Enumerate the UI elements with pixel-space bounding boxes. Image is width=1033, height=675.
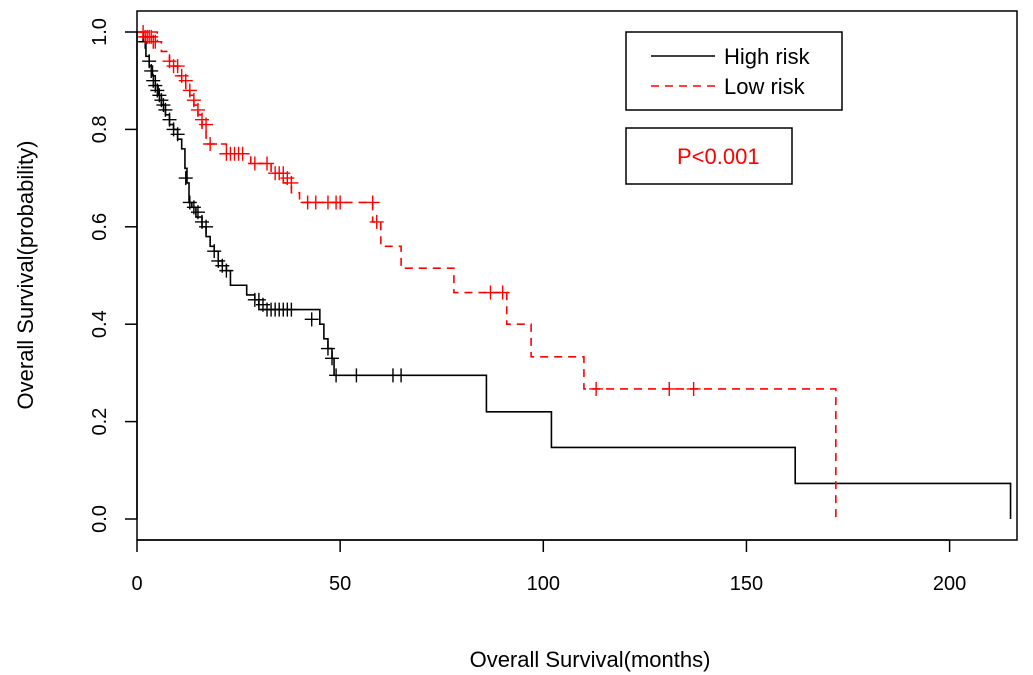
censor-mark-high-risk <box>219 263 234 278</box>
censor-mark-high-risk <box>142 54 157 69</box>
series-low-risk <box>136 25 837 519</box>
censor-mark-high-risk <box>162 112 177 127</box>
censor-mark-high-risk <box>170 127 185 142</box>
y-axis: 0.0 0.2 0.4 0.6 0.8 1.0 <box>89 18 138 533</box>
censor-mark-low-risk <box>260 156 275 171</box>
censor-mark-high-risk <box>320 341 335 356</box>
censor-mark-low-risk <box>199 117 214 132</box>
censor-mark-low-risk <box>182 83 197 98</box>
censor-mark-low-risk <box>235 146 250 161</box>
y-tick-label: 0.0 <box>89 505 111 533</box>
censor-mark-high-risk <box>284 302 299 317</box>
p-value-frame <box>625 127 793 185</box>
censor-mark-low-risk <box>178 73 193 88</box>
censor-mark-low-risk <box>247 156 262 171</box>
y-tick-label: 0.6 <box>89 213 111 241</box>
censor-mark-high-risk <box>329 368 344 383</box>
x-tick-label: 50 <box>329 573 351 595</box>
x-axis: 0 50 100 150 200 <box>131 539 966 595</box>
censor-mark-low-risk <box>186 93 201 108</box>
y-tick-label: 0.8 <box>89 115 111 143</box>
censor-mark-low-risk <box>190 102 205 117</box>
censor-mark-low-risk <box>203 137 218 152</box>
censor-mark-high-risk <box>190 205 205 220</box>
legend: High risk Low risk <box>625 31 843 111</box>
legend-low-risk-label: Low risk <box>724 74 806 99</box>
y-tick-label: 0.2 <box>89 408 111 436</box>
series-layer <box>136 25 1012 519</box>
censor-mark-high-risk <box>394 368 409 383</box>
y-axis-title: Overall Survival(probability) <box>13 141 38 410</box>
legend-high-risk-label: High risk <box>724 44 811 69</box>
censor-mark-high-risk <box>144 63 159 78</box>
legend-box <box>625 31 843 111</box>
censor-mark-low-risk <box>495 285 510 300</box>
censor-mark-high-risk <box>199 219 214 234</box>
censor-mark-low-risk <box>170 59 185 74</box>
censor-mark-low-risk <box>365 195 380 210</box>
censor-mark-high-risk <box>178 171 193 186</box>
censor-mark-low-risk <box>333 195 348 210</box>
x-tick-label: 150 <box>730 573 763 595</box>
censor-mark-low-risk <box>483 285 498 300</box>
censor-mark-low-risk <box>284 175 299 190</box>
censor-mark-high-risk <box>349 368 364 383</box>
censor-mark-high-risk <box>304 312 319 327</box>
censor-mark-low-risk <box>148 34 163 49</box>
p-value-label: P<0.001 <box>677 144 760 169</box>
censor-mark-low-risk <box>308 195 323 210</box>
censor-mark-high-risk <box>325 351 340 366</box>
censor-mark-high-risk <box>207 244 222 259</box>
series-high-risk <box>137 31 1012 519</box>
censor-mark-high-risk <box>158 102 173 117</box>
x-tick-label: 200 <box>933 573 966 595</box>
censor-mark-low-risk <box>686 381 701 396</box>
censor-mark-low-risk <box>369 214 384 229</box>
y-tick-label: 0.4 <box>89 310 111 338</box>
censor-mark-low-risk <box>662 381 677 396</box>
censor-mark-low-risk <box>589 381 604 396</box>
p-value-box: P<0.001 <box>625 127 793 185</box>
x-axis-title: Overall Survival(months) <box>470 647 711 672</box>
y-tick-label: 1.0 <box>89 18 111 46</box>
x-tick-label: 0 <box>131 573 142 595</box>
x-tick-label: 100 <box>527 573 560 595</box>
